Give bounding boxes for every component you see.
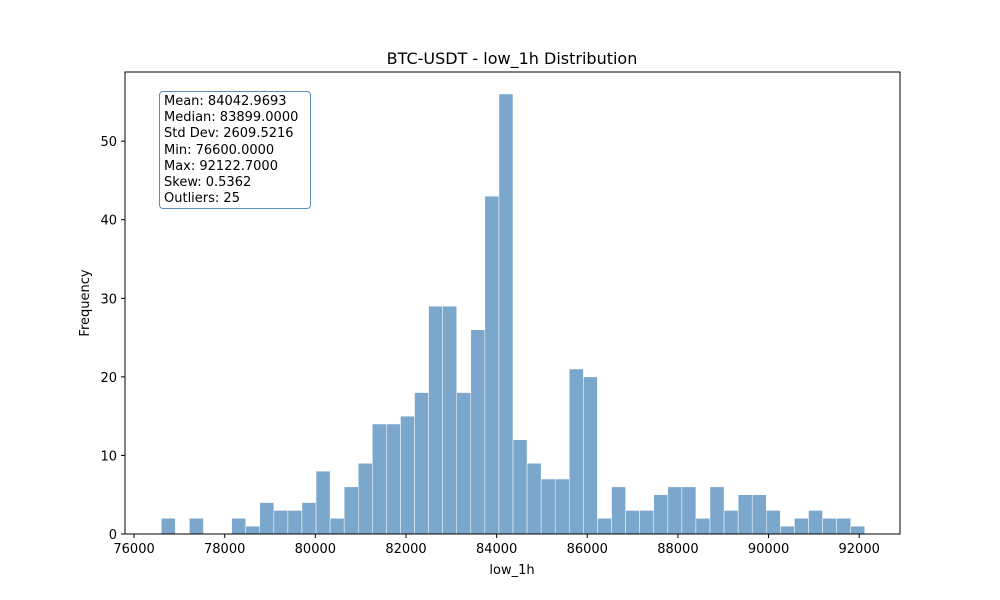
histogram-bar	[723, 510, 739, 535]
x-tick-label: 92000	[839, 542, 880, 557]
y-tick-label: 40	[100, 214, 117, 229]
histogram-bar	[498, 93, 514, 535]
histogram-bar	[709, 486, 725, 535]
stat-min: Min: 76600.0000	[164, 142, 275, 158]
y-tick-label: 30	[100, 292, 117, 307]
histogram-bar	[161, 518, 176, 535]
histogram-bar	[681, 486, 697, 535]
histogram-bar	[245, 525, 260, 535]
x-tick-label: 86000	[567, 542, 608, 557]
histogram-bar	[329, 518, 345, 535]
histogram-bar	[512, 439, 528, 535]
histogram-bar	[301, 502, 317, 535]
histogram-bar	[231, 518, 246, 535]
histogram-bar	[428, 305, 443, 535]
histogram-bar	[484, 195, 500, 535]
histogram-bar	[780, 525, 795, 535]
y-tick-label: 10	[100, 449, 117, 464]
y-tick-label: 50	[100, 135, 117, 150]
stat-skew: Skew: 0.5362	[164, 174, 252, 190]
histogram-bar	[315, 470, 331, 535]
histogram-bar	[625, 510, 640, 535]
y-tick-label: 20	[100, 371, 117, 386]
y-axis: 0 10 20 30 40 50	[100, 135, 125, 543]
histogram-bar	[695, 518, 711, 535]
histogram-bar	[386, 423, 401, 535]
histogram-bar	[372, 423, 387, 535]
histogram-bar	[583, 376, 598, 535]
histogram-bar	[822, 518, 837, 535]
y-axis-label: Frequency	[78, 269, 93, 336]
histogram-bar	[526, 463, 542, 535]
histogram-bar	[766, 510, 781, 535]
histogram-bar	[287, 510, 303, 535]
histogram-bar	[442, 305, 457, 535]
histogram-bar	[554, 478, 570, 535]
histogram-bar	[751, 494, 767, 535]
histogram-bar	[470, 329, 486, 535]
x-tick-label: 84000	[476, 542, 517, 557]
x-tick-label: 90000	[748, 542, 789, 557]
histogram-bar	[400, 415, 415, 535]
histogram-bar	[850, 525, 866, 535]
histogram-bar	[540, 478, 556, 535]
histogram-bar	[259, 502, 275, 535]
x-tick-label: 82000	[385, 542, 426, 557]
histogram-bar	[597, 518, 612, 535]
plot-frame	[124, 71, 901, 535]
x-tick-label: 78000	[204, 542, 245, 557]
histogram-bar	[343, 486, 359, 535]
histogram-bar	[737, 494, 753, 535]
histogram-bar	[189, 518, 204, 535]
histogram-bar	[836, 518, 851, 535]
histogram-bar	[569, 368, 584, 535]
histogram-bar	[794, 518, 809, 535]
stat-max: Max: 92122.7000	[164, 158, 278, 174]
stat-outliers: Outliers: 25	[164, 191, 240, 207]
stat-std-dev: Std Dev: 2609.5216	[164, 126, 294, 142]
x-tick-label: 88000	[657, 542, 698, 557]
histogram-bar	[611, 486, 626, 535]
histogram-bar	[414, 392, 429, 535]
histogram-bar	[456, 392, 472, 535]
histogram-bar	[653, 494, 669, 535]
x-tick-label: 80000	[295, 542, 336, 557]
x-tick-label: 76000	[113, 542, 154, 557]
histogram-bar	[357, 463, 373, 535]
histogram-bar	[639, 510, 654, 535]
chart-title: BTC-USDT - low_1h Distribution	[387, 49, 638, 69]
histogram-bar	[273, 510, 289, 535]
y-tick-label: 0	[109, 528, 117, 543]
x-axis: 76000 78000 80000 82000 84000 86000 88000 90000…	[113, 534, 880, 557]
x-axis-label: low_1h	[489, 563, 534, 578]
stat-mean: Mean: 84042.9693	[164, 94, 287, 109]
bars-group	[161, 93, 866, 535]
histogram-bar	[808, 510, 823, 535]
histogram-bar	[667, 486, 683, 535]
stat-median: Median: 83899.0000	[164, 110, 299, 126]
stats-box: Mean: 84042.9693 Median: 83899.0000 Std …	[159, 91, 311, 209]
